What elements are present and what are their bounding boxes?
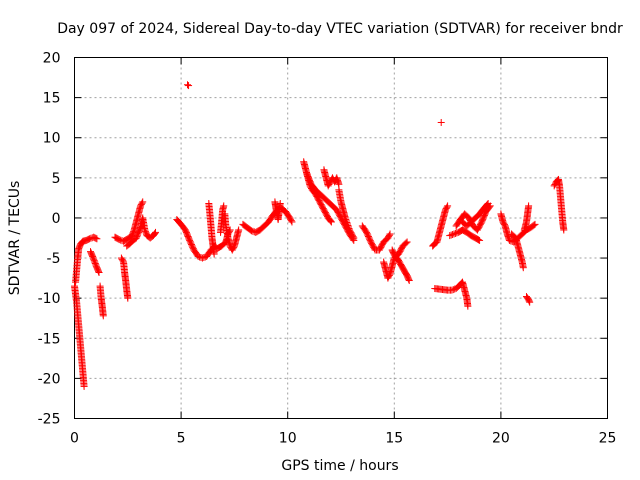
data-point — [403, 238, 411, 246]
data-point — [525, 297, 533, 305]
data-point — [449, 286, 457, 294]
x-axis-label: GPS time / hours — [281, 458, 398, 474]
data-point — [92, 234, 100, 242]
data-point — [124, 294, 132, 302]
data-point — [385, 231, 393, 239]
data-point — [99, 312, 107, 320]
data-point — [235, 226, 243, 234]
data-point — [276, 200, 284, 208]
x-tick-label: 15 — [385, 431, 403, 447]
data-point — [350, 234, 358, 242]
data-point — [531, 220, 539, 228]
data-point — [247, 227, 255, 235]
data-point — [526, 298, 534, 306]
data-point — [437, 118, 445, 126]
data-point — [183, 81, 191, 89]
data-point — [198, 254, 206, 262]
data-point — [451, 229, 459, 237]
x-tick-label: 25 — [599, 431, 617, 447]
data-point — [405, 275, 413, 283]
y-tick-label: -15 — [38, 331, 61, 347]
data-point — [443, 203, 451, 211]
data-point — [287, 217, 295, 225]
data-point — [448, 286, 456, 294]
x-tick-label: 5 — [177, 431, 186, 447]
data-point — [200, 254, 208, 262]
y-tick-label: -20 — [38, 371, 61, 387]
data-point — [464, 302, 472, 310]
data-point — [405, 277, 413, 285]
y-tick-label: 10 — [43, 131, 61, 147]
y-tick-label: -25 — [38, 412, 61, 428]
y-tick-labels: 20 15 10 5 0 -5 -10 -15 -20 -25 — [38, 51, 61, 428]
data-point — [475, 236, 483, 244]
data-point — [519, 264, 527, 272]
data-point — [138, 199, 146, 207]
data-point — [342, 217, 350, 225]
y-tick-label: -10 — [38, 291, 61, 307]
data-point — [449, 231, 457, 239]
data-point — [95, 268, 103, 276]
y-tick-label: 5 — [52, 171, 61, 187]
data-point — [349, 233, 357, 241]
data-point — [525, 202, 533, 210]
data-point — [343, 220, 351, 228]
data-point — [194, 252, 202, 260]
x-tick-label: 0 — [70, 431, 79, 447]
data-points — [71, 81, 568, 390]
data-point — [560, 226, 568, 234]
data-point — [220, 202, 228, 210]
data-point — [484, 200, 492, 208]
data-point — [151, 229, 159, 237]
axis-ticks — [74, 57, 608, 419]
data-point — [344, 221, 352, 229]
data-point — [288, 218, 296, 226]
data-point — [341, 214, 349, 222]
x-tick-label: 20 — [492, 431, 510, 447]
x-tick-labels: 0 5 10 15 20 25 — [70, 431, 616, 447]
data-point — [80, 382, 88, 390]
data-point — [139, 198, 147, 206]
data-point — [327, 218, 335, 226]
data-point — [115, 236, 123, 244]
data-point — [386, 230, 394, 238]
y-tick-label: 20 — [43, 51, 61, 67]
data-point — [450, 230, 458, 238]
data-point — [342, 215, 350, 223]
data-point — [476, 236, 484, 244]
data-point — [447, 231, 455, 239]
plot-frame — [74, 57, 608, 419]
data-point — [94, 267, 102, 275]
data-point — [344, 223, 352, 231]
data-point — [402, 239, 410, 247]
data-point — [185, 82, 193, 90]
data-point — [345, 224, 353, 232]
y-tick-label: 0 — [52, 211, 61, 227]
data-point — [93, 235, 101, 243]
x-tick-label: 10 — [279, 431, 297, 447]
data-point — [483, 200, 491, 208]
y-axis-label: SDTVAR / TECUs — [7, 181, 23, 296]
data-point — [78, 238, 86, 246]
data-point — [446, 232, 454, 240]
data-point — [505, 236, 513, 244]
data-point — [152, 228, 160, 236]
data-point — [327, 217, 335, 225]
data-point — [85, 235, 93, 243]
data-point — [444, 202, 452, 210]
data-point — [210, 250, 218, 258]
y-tick-label: -5 — [47, 251, 61, 267]
chart-title: Day 097 of 2024, Sidereal Day-to-day VTE… — [57, 21, 623, 37]
y-tick-label: 15 — [43, 91, 61, 107]
data-point — [343, 218, 351, 226]
data-point — [530, 221, 538, 229]
